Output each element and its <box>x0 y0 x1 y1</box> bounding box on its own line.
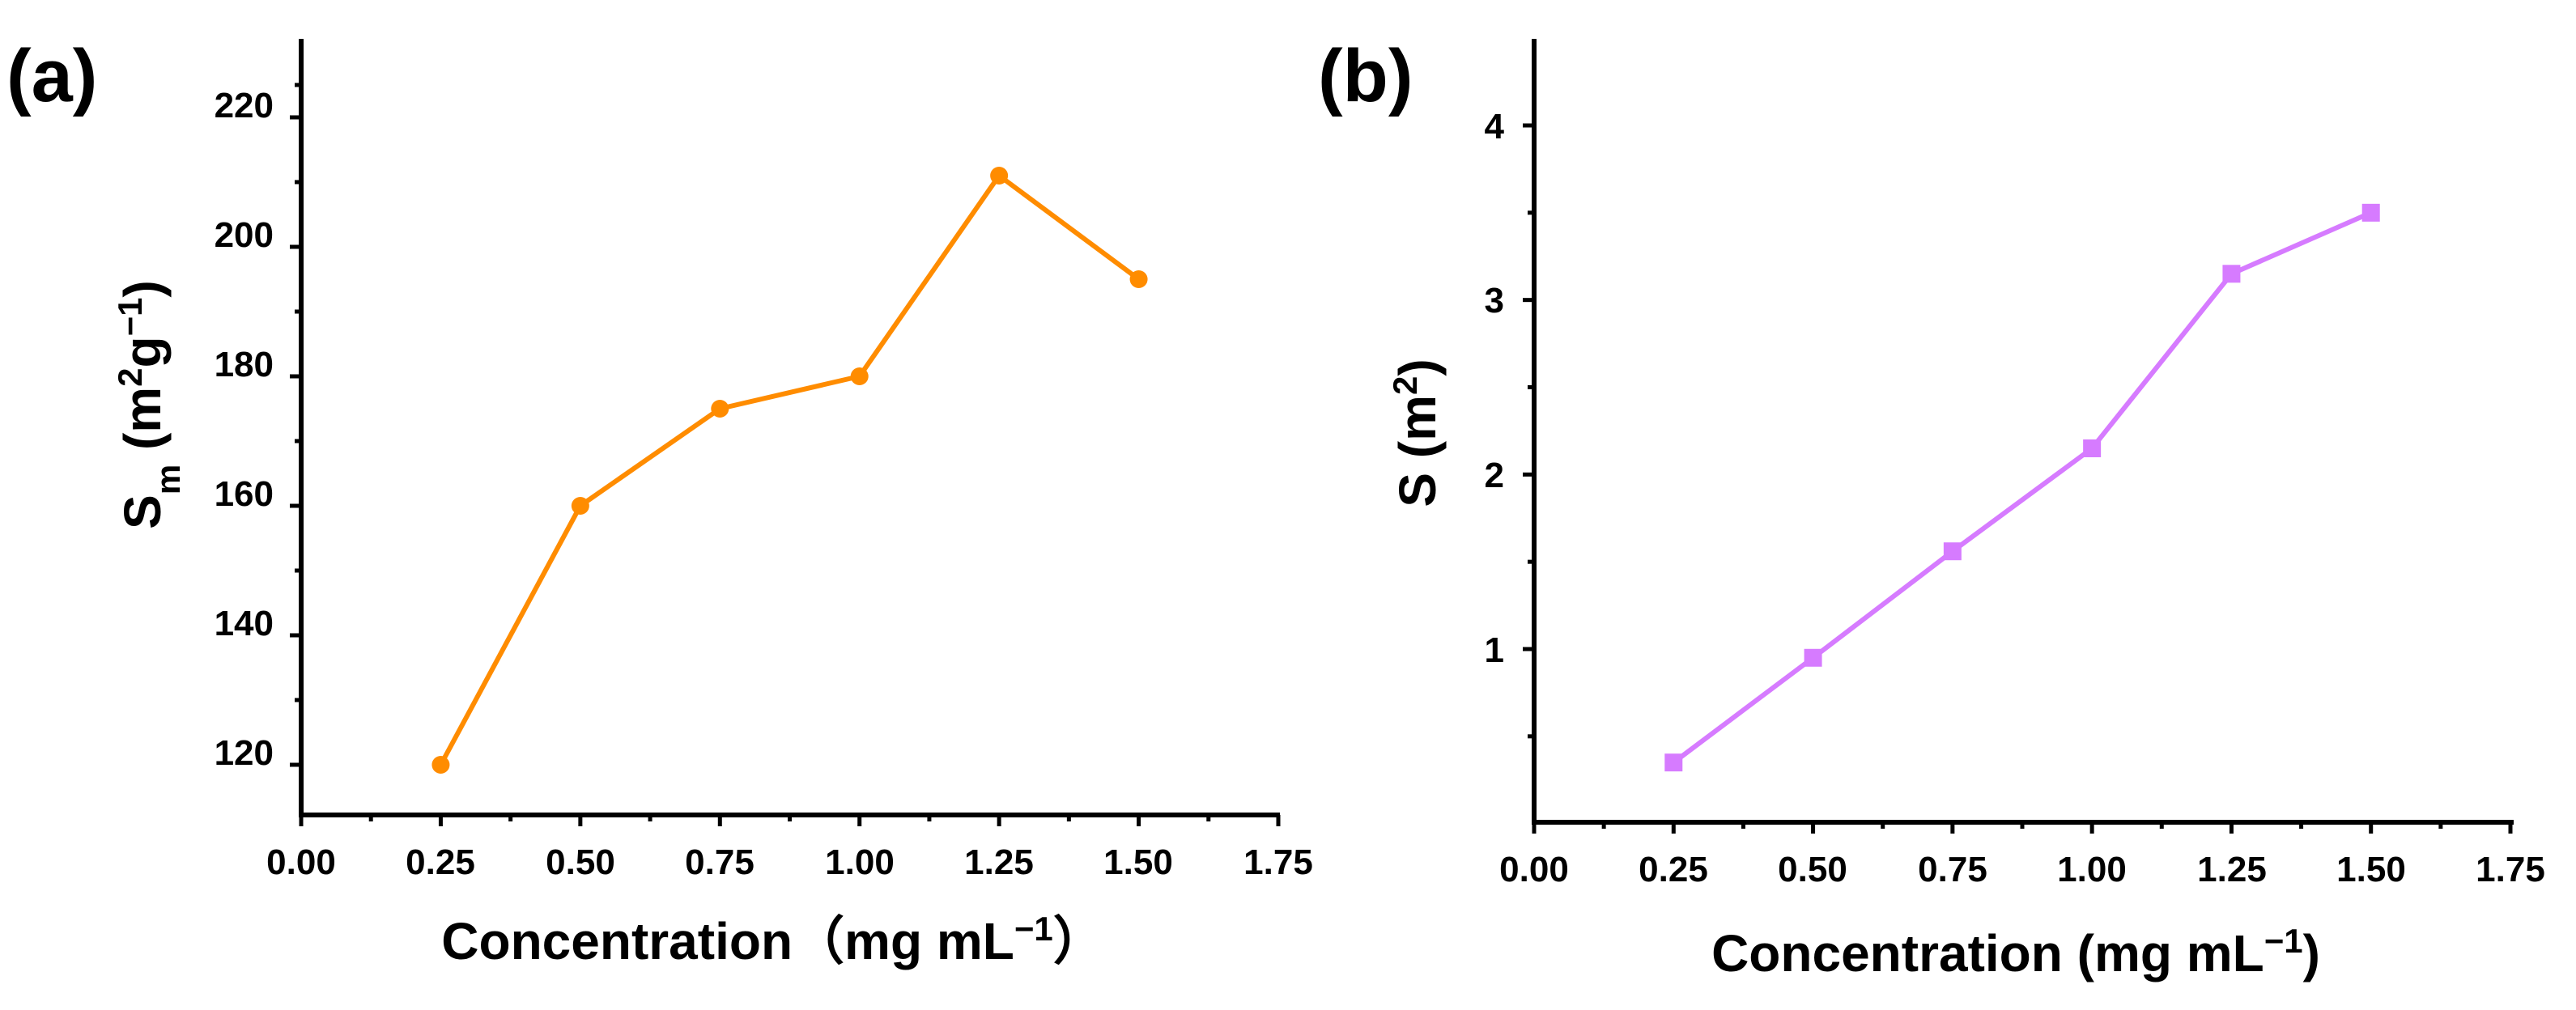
x-tick-labels-b: 0.00 0.25 0.50 0.75 1.00 1.25 1.50 1.75 <box>1499 850 2545 889</box>
x-axis-title-a: Concentration（mg mL−1） <box>441 910 1104 971</box>
y-axis-title-unit-open: (m <box>1388 395 1447 473</box>
x-tick-label: 0.00 <box>266 842 336 882</box>
panel-label-b: (b) <box>1318 35 1413 117</box>
y-axis-title-mid: g <box>113 336 172 367</box>
y-axis-title-main: S <box>1388 473 1447 507</box>
x-axis-title-tail: ） <box>1053 912 1105 970</box>
x-tick-label: 0.50 <box>546 842 615 882</box>
x-tick-label: 1.50 <box>1103 842 1173 882</box>
y-axis-title-close: ) <box>113 280 172 297</box>
x-tick-label: 0.75 <box>1918 850 1987 889</box>
y-axis-title-unit-open: (m <box>113 387 172 465</box>
y-tick-labels-b: 1 2 3 4 <box>1485 107 1505 670</box>
y-axis-title-sub: m <box>149 465 187 494</box>
data-point <box>711 400 729 418</box>
y-tick-label: 220 <box>215 86 274 125</box>
x-axis-title-main: Concentration (mg mL <box>1711 924 2264 982</box>
data-point <box>1804 648 1822 667</box>
panel-label-a: (a) <box>6 35 97 117</box>
x-tick-label: 0.25 <box>1639 850 1708 889</box>
y-tick-label: 4 <box>1485 107 1505 146</box>
y-axis-title-sup1: 2 <box>111 367 149 386</box>
data-point <box>850 367 869 385</box>
x-tick-label: 1.00 <box>2057 850 2127 889</box>
x-axis-title-sup: −1 <box>1014 910 1053 948</box>
data-point <box>2083 439 2102 457</box>
data-point <box>990 167 1009 185</box>
y-axis-title-b: S (m2) <box>1386 359 1447 507</box>
x-tick-label: 0.50 <box>1778 850 1847 889</box>
x-tick-label: 1.75 <box>1243 842 1313 882</box>
x-tick-label: 1.50 <box>2336 850 2406 889</box>
y-axis-title-sup1: 2 <box>1386 376 1424 395</box>
data-point <box>2222 265 2241 283</box>
x-axis-title-b: Concentration (mg mL−1) <box>1711 922 2320 983</box>
x-tick-labels-a: 0.00 0.25 0.50 0.75 1.00 1.25 1.50 1.75 <box>266 842 1313 882</box>
x-axis-title-main: Concentration（mg mL <box>441 912 1014 970</box>
plot-area-a <box>431 167 1148 774</box>
x-tick-label: 1.25 <box>2197 850 2267 889</box>
y-axis-title-main: S <box>113 494 172 529</box>
y-tick-label: 2 <box>1485 456 1504 495</box>
x-tick-label: 1.00 <box>825 842 895 882</box>
x-tick-label: 1.25 <box>964 842 1034 882</box>
y-tick-label: 140 <box>215 604 274 643</box>
y-tick-label: 160 <box>215 474 274 514</box>
series-line <box>438 173 1141 766</box>
chart-panel-a: (a) 0.00 0.25 0.50 0.75 1.00 1.25 1.50 1… <box>6 35 1313 970</box>
data-point <box>1664 753 1683 772</box>
x-axis-title-tail: ) <box>2303 924 2320 982</box>
ticks-b <box>1523 123 2513 834</box>
y-axis-title-a: Sm (m2g−1) <box>111 280 187 529</box>
x-axis-title-sup: −1 <box>2264 922 2303 960</box>
ticks-a <box>290 83 1281 826</box>
x-tick-label: 0.25 <box>406 842 475 882</box>
y-tick-label: 200 <box>215 215 274 255</box>
chart-panel-b: (b) 0.00 0.25 0.50 0.75 1.00 1.25 1.50 1… <box>1318 35 2545 982</box>
x-tick-label: 1.75 <box>2476 850 2545 889</box>
y-tick-label: 1 <box>1485 630 1504 670</box>
y-tick-label: 3 <box>1485 281 1504 320</box>
plot-area-b <box>1664 203 2380 772</box>
x-tick-label: 0.00 <box>1499 850 1569 889</box>
data-point <box>571 497 589 515</box>
y-tick-label: 180 <box>215 345 274 384</box>
x-tick-label: 0.75 <box>685 842 755 882</box>
data-point <box>1943 542 1962 561</box>
y-axis-title-sup2: −1 <box>111 297 149 336</box>
series-line <box>1672 210 2372 765</box>
y-tick-labels-a: 120 140 160 180 200 220 <box>215 86 274 773</box>
data-point <box>1129 270 1148 288</box>
data-point <box>2361 203 2380 222</box>
y-axis-title-close: ) <box>1388 359 1447 376</box>
y-tick-label: 120 <box>215 733 274 773</box>
data-point <box>431 756 450 774</box>
